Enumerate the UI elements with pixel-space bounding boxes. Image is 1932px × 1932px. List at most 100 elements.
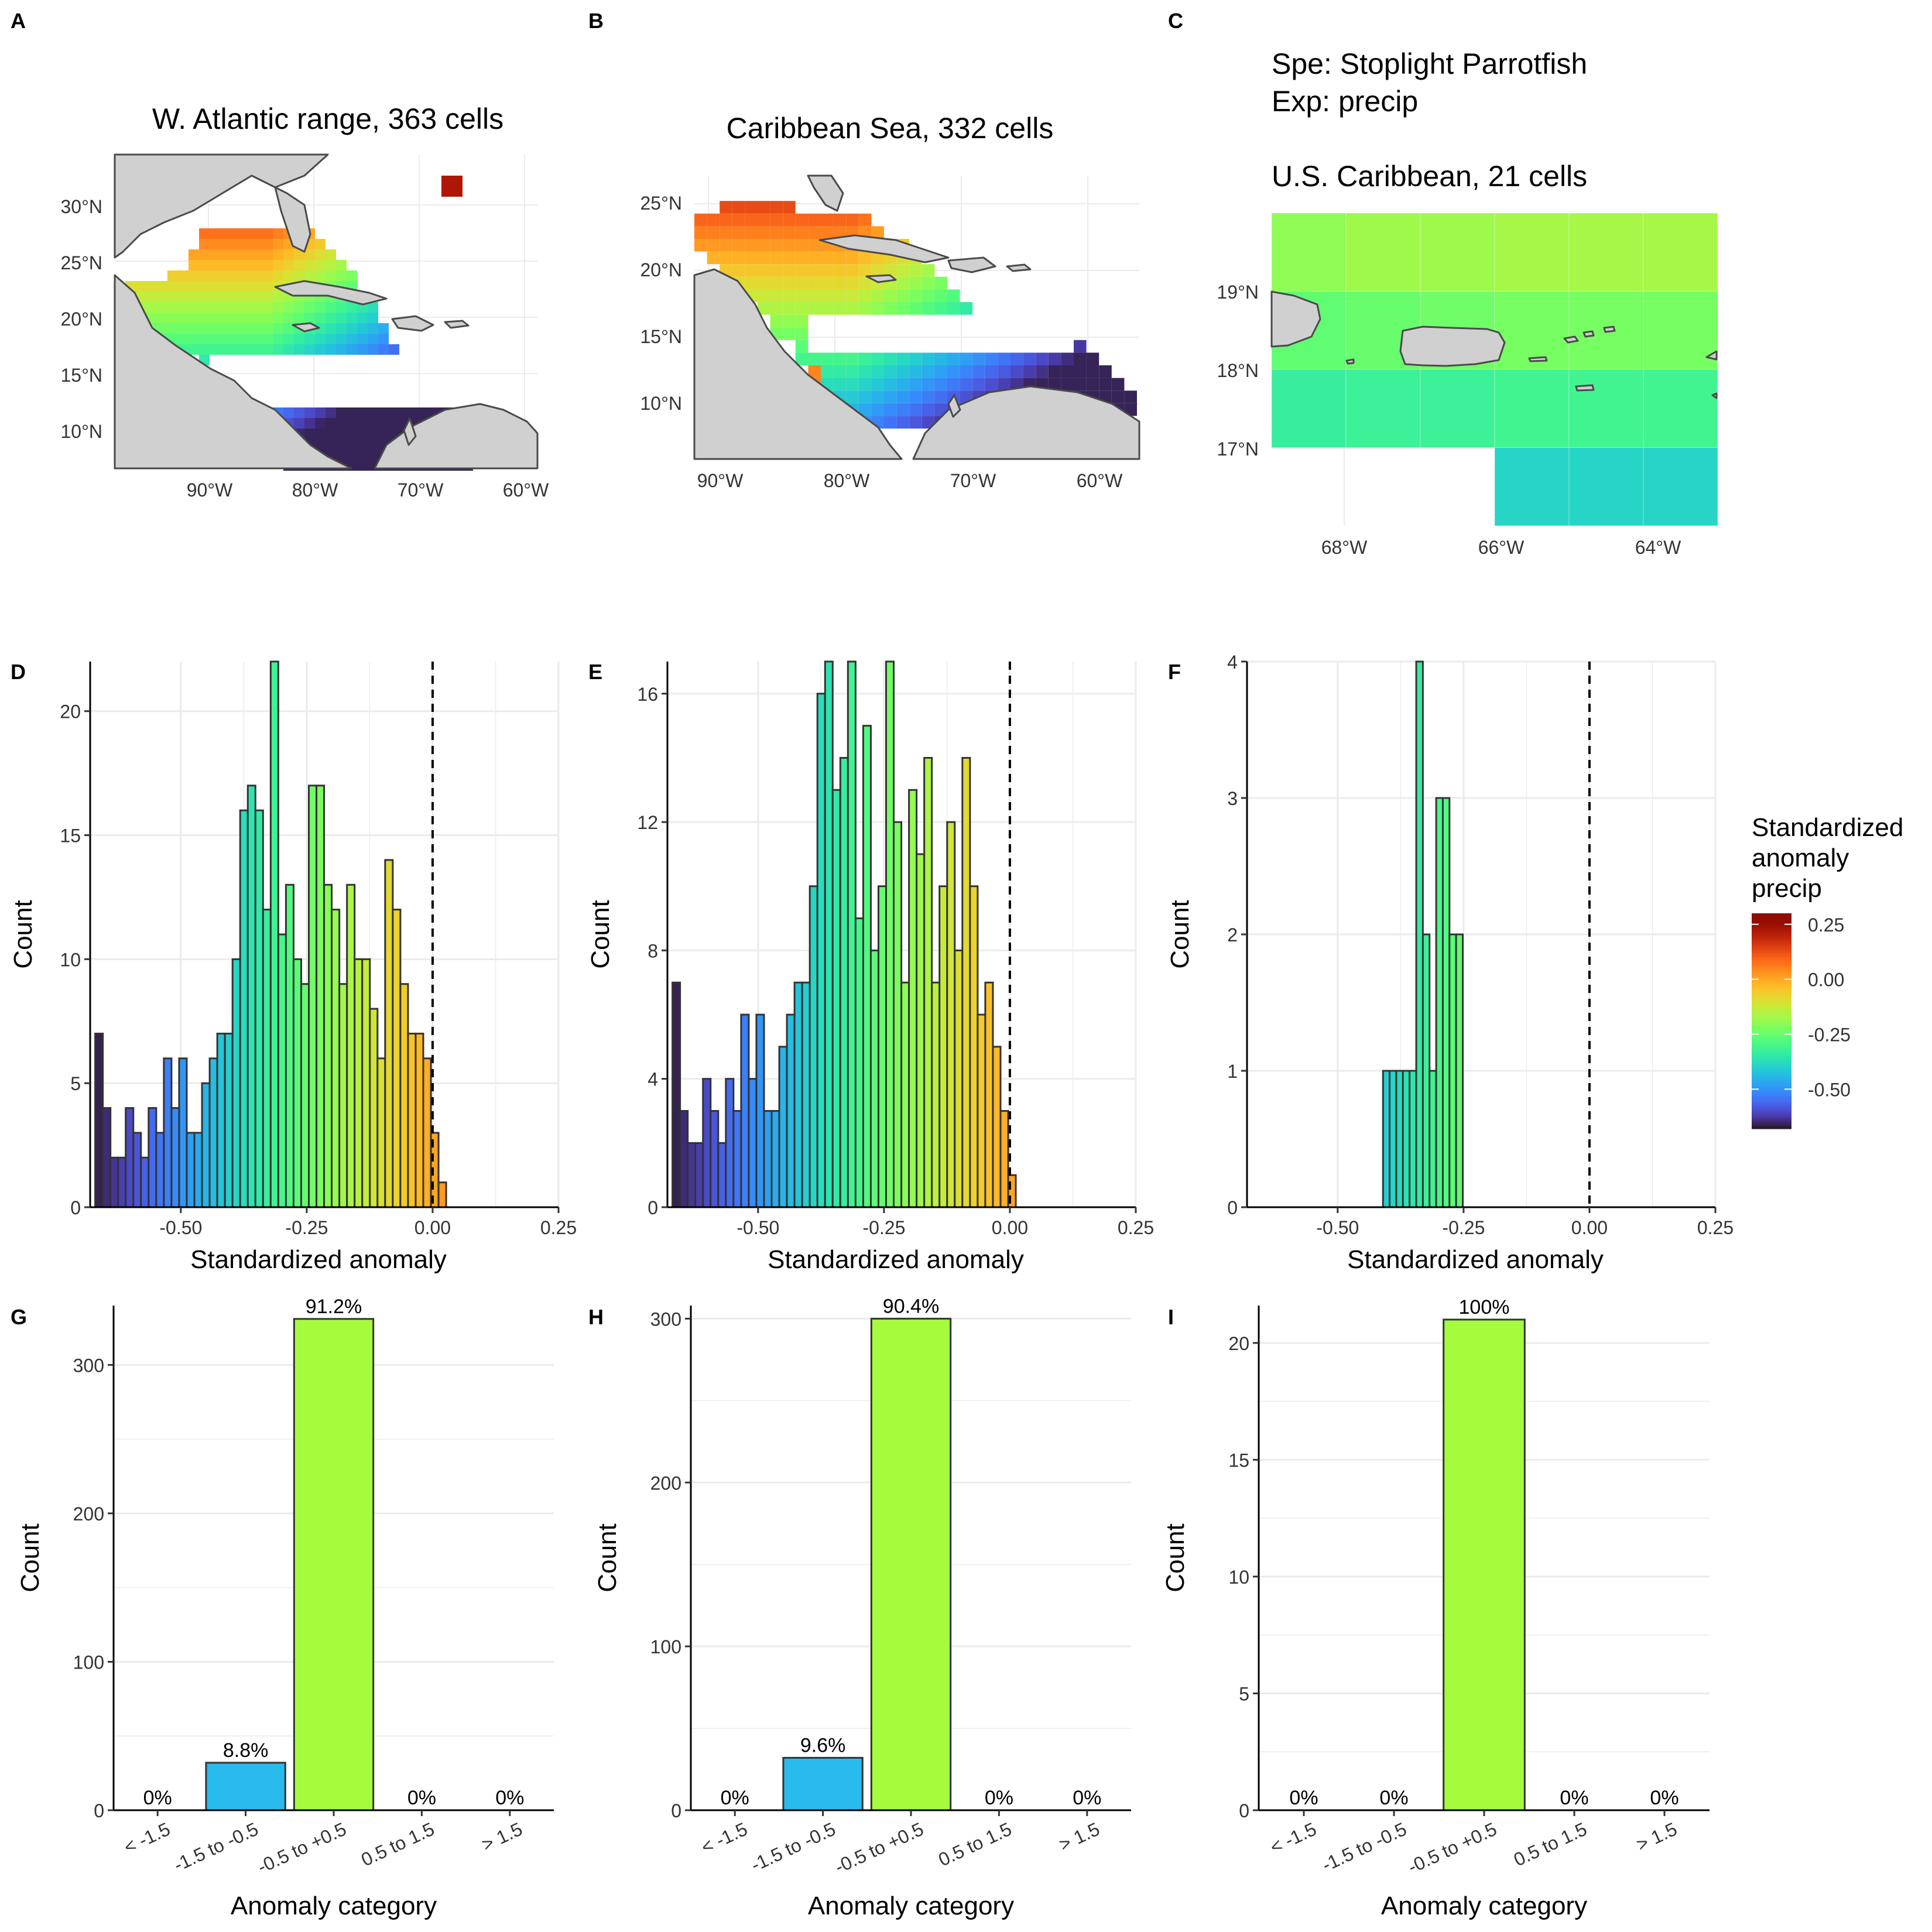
map-cell (871, 403, 884, 416)
map-cell (210, 302, 220, 313)
histogram-bar (338, 983, 348, 1208)
map-cell (336, 270, 347, 281)
colorbar-segment (1752, 1028, 1791, 1031)
histogram-bar (961, 756, 971, 1208)
y-tick-label: 5 (1239, 1683, 1249, 1704)
map-cell (770, 226, 783, 239)
map-cell (795, 276, 809, 290)
x-tick-label: 0.00 (992, 1217, 1028, 1238)
x-tick-label: 90°W (697, 470, 744, 491)
x-tick-label: -0.5 to +0.5 (831, 1818, 927, 1878)
map-cell (896, 276, 910, 290)
map-cell (1048, 365, 1061, 378)
map-cell (1099, 378, 1112, 391)
map-cell (273, 313, 283, 323)
map-cell (808, 251, 821, 265)
map-cell (189, 260, 199, 270)
colorbar-segment (1752, 972, 1791, 975)
map-cell (326, 249, 336, 260)
colorbar-segment (1752, 958, 1791, 961)
category-bar (870, 1317, 952, 1811)
y-tick-label: 19°N (1217, 282, 1259, 303)
map-cell (833, 251, 847, 265)
x-tick-label: > 1.5 (1633, 1818, 1680, 1855)
map-cell (707, 226, 720, 239)
map-cell (896, 416, 910, 429)
map-cell (846, 289, 859, 302)
map-cell (304, 302, 315, 313)
y-tick-label: 10°N (61, 421, 103, 442)
panel-letter: B (588, 9, 604, 33)
colorbar-segment (1752, 1042, 1791, 1045)
land-shape (1345, 358, 1355, 365)
map-cell (199, 313, 210, 323)
colorbar-segment (1752, 1035, 1791, 1038)
bar-percent-label: 0% (407, 1787, 436, 1809)
map-cell (220, 292, 231, 302)
land-shape (947, 394, 961, 418)
map-cell (795, 239, 809, 252)
map-cell (783, 239, 796, 252)
land-shape (807, 174, 844, 212)
map-cell (833, 226, 847, 239)
colorbar-segment (1752, 1063, 1791, 1066)
histogram-bar (740, 1013, 750, 1208)
map-cell (368, 418, 378, 429)
map-cell (884, 352, 897, 365)
map-cell (231, 270, 241, 281)
colorbar-segment (1752, 941, 1791, 944)
map-cell (231, 292, 241, 302)
map-cell (922, 352, 935, 365)
colorbar-segment (1752, 970, 1791, 972)
map-cell (896, 365, 910, 378)
category-bar (1443, 1318, 1526, 1811)
map-cell (315, 429, 326, 439)
map-cell (347, 407, 357, 418)
map-cell (231, 228, 241, 239)
colorbar-segment (1752, 1122, 1791, 1125)
y-tick-label: 0 (648, 1197, 658, 1218)
map-cell (745, 276, 758, 290)
colorbar-segment (1752, 977, 1791, 979)
map-cell (241, 292, 252, 302)
colorbar-segment (1752, 1023, 1791, 1026)
map-cell (985, 378, 998, 391)
histogram-bar (793, 981, 803, 1208)
map-cell (808, 264, 821, 277)
map-cell (336, 439, 347, 450)
map-cell (304, 270, 315, 281)
land-shape (1006, 263, 1032, 272)
legend-title-line: Standardized (1752, 813, 1903, 842)
map-cell (347, 270, 357, 281)
colorbar-segment (1752, 1002, 1791, 1005)
map-cell (357, 323, 368, 334)
map-cell (858, 403, 872, 416)
histogram-bar (376, 1057, 386, 1208)
map-cell (884, 289, 897, 302)
colorbar-segment (1752, 944, 1791, 947)
x-tick-label: 70°W (950, 470, 996, 491)
map-cell (231, 260, 241, 270)
histogram-bar (1455, 933, 1464, 1208)
map-cell (1345, 369, 1421, 448)
colorbar-segment (1752, 1098, 1791, 1101)
y-tick-label: 20°N (61, 309, 103, 330)
bar-percent-label: 0% (1073, 1787, 1101, 1809)
legend-title-line: anomaly (1752, 844, 1849, 872)
map-cell (283, 407, 294, 418)
colorbar-segment (1752, 1080, 1791, 1083)
x-axis-labels: 90°W 80°W 70°W 60°W (187, 479, 549, 501)
colorbar-segment (1752, 1075, 1791, 1078)
y-tick-label: 10 (1228, 1567, 1249, 1588)
map-cell (1086, 378, 1099, 391)
map-cell (273, 334, 283, 344)
map-cell (178, 334, 189, 344)
map-cell (231, 302, 241, 313)
map-cell (283, 313, 294, 323)
map-cell (1124, 390, 1137, 403)
colorbar-segment (1752, 1105, 1791, 1108)
map-cell (821, 302, 834, 315)
map-cell (858, 378, 872, 391)
map-cell (720, 213, 732, 227)
map-cell (745, 226, 758, 239)
